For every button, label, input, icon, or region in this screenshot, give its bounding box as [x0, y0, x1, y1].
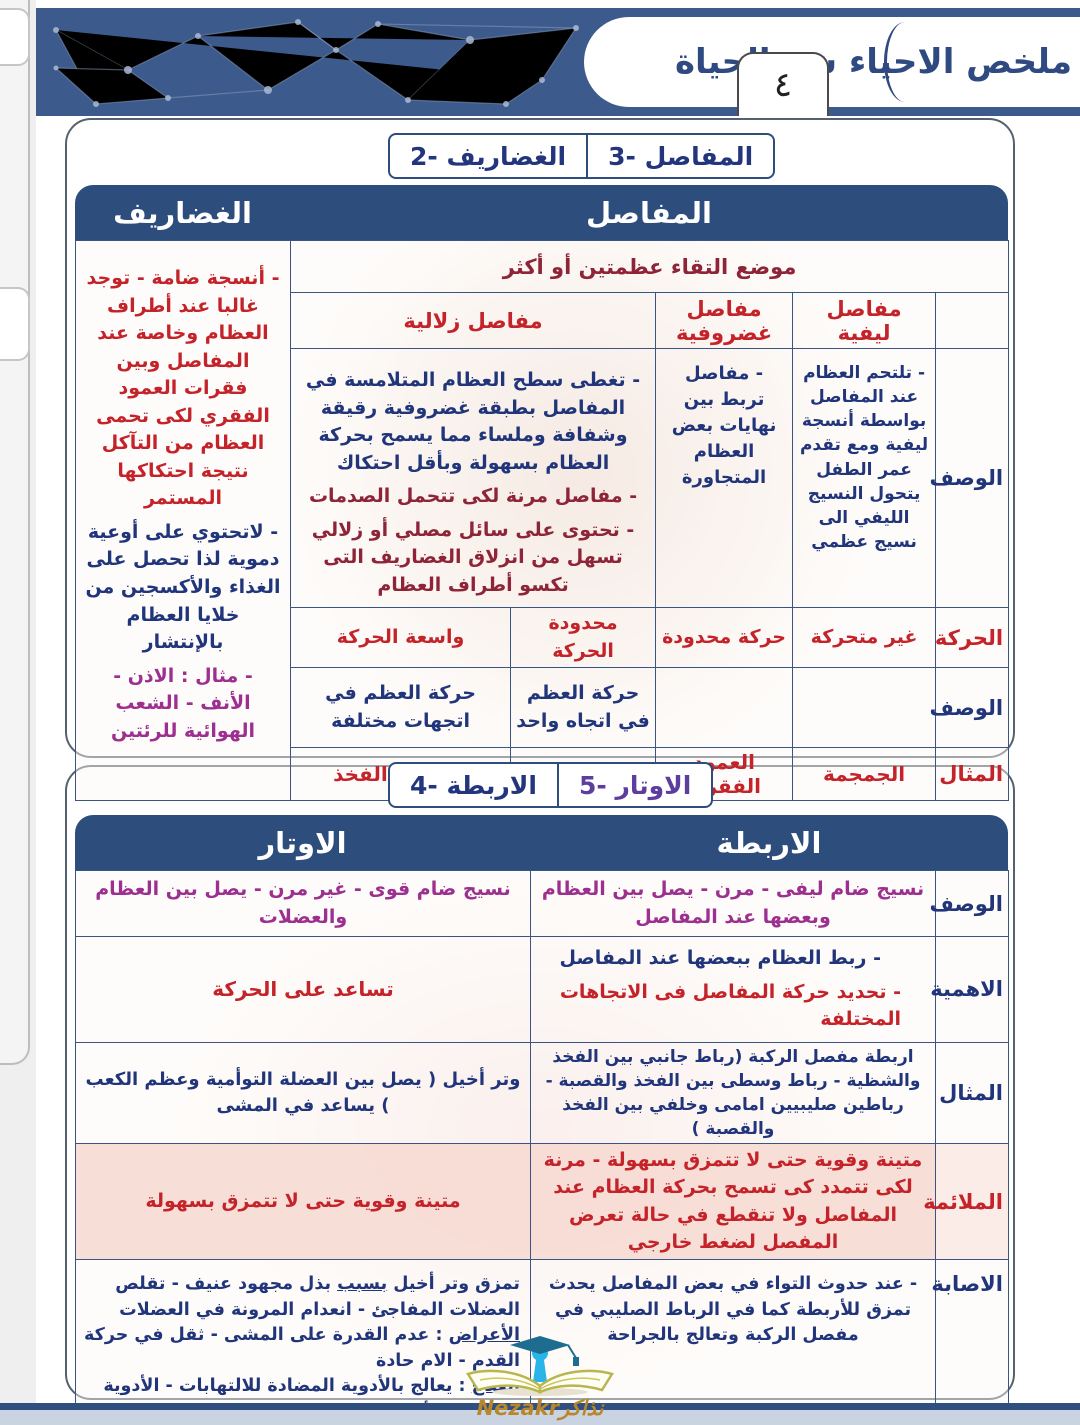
cell-injury-ligaments: - عند حدوث التواء في بعض المفاصل يحدث تم…: [530, 1259, 936, 1425]
row-label-suitability: الملائمة: [923, 1143, 1009, 1261]
row-label-description2: الوصف: [930, 667, 1010, 749]
synovial-desc-2: - مفاصل مرنة لكى تتحمل الصدمات: [308, 485, 638, 508]
injury-cause-keyword: بسبب: [337, 1274, 388, 1295]
table-row: مفاصل ليفية مفاصل غضروفية مفاصل زلالية: [76, 292, 1010, 349]
cell-desc-synovial: - تغطى سطح العظام المتلامسة في المفاصل ب…: [289, 347, 657, 609]
table-row: الاصابة - عند حدوث التواء في بعض المفاصل…: [75, 1259, 1009, 1425]
watermark-logo: Nezakrنذاكر: [440, 1334, 640, 1420]
cell-example-ligaments: اربطة مفصل الركبة (رباط جانبي بين الفخذ …: [530, 1041, 936, 1145]
cell-cartilage-description: - أنسجة ضامة - توجد غالبا عند أطراف العظ…: [75, 239, 291, 802]
cell-movement-synovial-wide: واسعة الحركة: [289, 607, 512, 669]
table-row: موضع التقاء عظمتين أو أكثر - أنسجة ضامة …: [75, 239, 1010, 802]
cell-movement-synovial-limited: محدودة الحركة: [510, 607, 657, 669]
row-label-example: المثال: [935, 747, 1010, 802]
cell-movement-fibrous: غير متحركة: [792, 607, 937, 669]
cartilage-text-3: - مثال : الاذن - الأنف - الشعب الهوائية …: [110, 664, 256, 742]
cell-example-tendons: وتر أخيل ( يصل بين العضلة التوأمية وعظم …: [75, 1041, 531, 1145]
row-label-importance: الاهمية: [930, 936, 1009, 1043]
title-pill: ملخص الاحياء سر الحياة: [584, 17, 1080, 107]
badge-item-joints: 3- المفاصل: [586, 135, 773, 177]
injury-symptoms-text: : عدم القدرة على المشى - ثقل في حركة الق…: [84, 1325, 520, 1371]
cartilage-text-1: - أنسجة ضامة - توجد غالبا عند أطراف العظ…: [86, 267, 280, 510]
row-label-movement: الحركة: [935, 607, 1010, 669]
badge-item-ligaments: 4- الاربطة: [410, 770, 537, 800]
joints-table: موضع التقاء عظمتين أو أكثر - أنسجة ضامة …: [75, 239, 1010, 802]
page-number-tab[interactable]: ٤: [737, 52, 829, 116]
cell-suitability-ligaments: متينة وقوية حتى لا تتمزق بسهولة - مرنة ل…: [530, 1143, 936, 1261]
reader-side-tab-lower[interactable]: [0, 287, 30, 361]
row-label-description: الوصف: [929, 870, 1009, 937]
footer-bar: [0, 1403, 1080, 1410]
row-label-description: الوصف: [930, 347, 1010, 609]
col-header-cartilaginous: مفاصل غضروفية: [655, 292, 794, 349]
cell-movedesc-many-directions: حركة العظم في اتجهات مختلفة: [289, 667, 512, 749]
cell-example-fibrous: الجمجمة: [792, 747, 937, 802]
reader-side-tab-top[interactable]: [0, 8, 30, 66]
badge-item-cartilage: 2- الغضاريف: [410, 141, 567, 171]
header-ligaments: الاربطة: [716, 825, 822, 860]
graduate-book-icon: [466, 1336, 614, 1396]
cell-importance-ligaments: - ربط العظام ببعضها عند المفاصل - تحديد …: [530, 936, 936, 1043]
reader-left-margin: [0, 0, 36, 1425]
watermark-latin: Nezakr: [476, 1396, 560, 1420]
cell-desc-ligaments: نسيج ضام ليفى - مرن - يصل بين العظام وبع…: [530, 870, 936, 937]
importance-ligaments-1: - ربط العظام ببعضها عند المفاصل: [559, 947, 881, 969]
synovial-desc-3: - تحتوى على سائل مصلي أو زلالي تسهل من ا…: [311, 518, 635, 596]
injury-cause-pre: تمزق وتر أخيل: [387, 1274, 520, 1295]
watermark-arabic: نذاكر: [559, 1396, 604, 1420]
importance-ligaments-2: - تحديد حركة المفاصل فى الاتجاهات المختل…: [559, 980, 901, 1031]
cartilage-text-2: - لاتحتوي على أوعية دموية لذا تحصل على ا…: [85, 520, 281, 654]
cell-movement-cartilaginous: حركة محدودة: [655, 607, 794, 669]
ligaments-section-badge: 4- الاربطة 5- الاوتار: [388, 762, 714, 808]
cell-suitability-tendons: متينة وقوية حتى لا تتمزق بسهولة: [75, 1143, 531, 1261]
col-header-synovial: مفاصل زلالية: [289, 292, 657, 349]
table-row: المثال اربطة مفصل الركبة (رباط جانبي بين…: [75, 1041, 1009, 1145]
header-tendons: الاوتار: [258, 825, 347, 860]
row-label-example: المثال: [935, 1041, 1009, 1145]
ligaments-table-header: الاربطة الاوتار: [75, 815, 1008, 870]
badge-item-tendons: 5- الاوتار: [556, 764, 711, 806]
cell-desc-fibrous: - تلتحم العظام عند المفاصل بواسطة أنسجة …: [792, 347, 937, 609]
joints-section-badge: 2- الغضاريف 3- المفاصل: [388, 133, 776, 179]
cell-empty: [792, 667, 937, 749]
row-label-injury: الاصابة: [931, 1259, 1009, 1425]
watermark-text: Nezakrنذاكر: [440, 1396, 640, 1420]
cell-desc-tendons: نسيج ضام قوى - غير مرن - يصل بين العظام …: [75, 870, 531, 937]
synovial-desc-1: - تغطى سطح العظام المتلامسة في المفاصل ب…: [305, 369, 641, 474]
col-header-fibrous: مفاصل ليفية: [792, 292, 937, 349]
cell-empty: [655, 667, 794, 749]
header-joints: المفاصل: [586, 195, 712, 230]
header-cartilage: الغضاريف: [113, 195, 252, 230]
page-title: ملخص الاحياء سر الحياة: [674, 42, 1073, 82]
table-row: الحركة غير متحركة حركة محدودة محدودة الح…: [76, 607, 1010, 669]
cell-empty-corner: [935, 292, 1010, 349]
table-row: الوصف نسيج ضام ليفى - مرن - يصل بين العظ…: [75, 870, 1009, 937]
injury-cause-post: بذل مجهود عنيف - تقلص العضلات المفاجئ - …: [115, 1274, 520, 1320]
network-pattern-decoration: [53, 19, 579, 107]
title-banner: ملخص الاحياء سر الحياة: [36, 8, 1080, 116]
stacked-page-edge: [0, 0, 30, 1065]
table-row: الاهمية - ربط العظام ببعضها عند المفاصل …: [75, 936, 1009, 1043]
ligaments-table: الوصف نسيج ضام ليفى - مرن - يصل بين العظ…: [75, 870, 1009, 1425]
pill-arc-decoration: [884, 22, 926, 102]
cell-desc-cartilaginous: - مفاصل تربط بين نهايات بعض العظام المتج…: [655, 347, 794, 609]
cell-injury-tendons: تمزق وتر أخيل بسبب بذل مجهود عنيف - تقلص…: [75, 1259, 531, 1425]
footer-strip: [0, 1410, 1080, 1425]
injury-symptoms-keyword: الأعراض: [448, 1325, 520, 1346]
table-row: الوصف - تلتحم العظام عند المفاصل بواسطة …: [76, 347, 1010, 609]
table-row: الوصف حركة العظم في اتجاه واحد حركة العظ…: [76, 667, 1010, 749]
cell-importance-tendons: تساعد على الحركة: [75, 936, 531, 1043]
table-row: الملائمة متينة وقوية حتى لا تتمزق بسهولة…: [75, 1143, 1009, 1261]
cell-movedesc-one-direction: حركة العظم في اتجاه واحد: [510, 667, 657, 749]
cell-meeting-place: موضع التقاء عظمتين أو أكثر: [289, 240, 1010, 293]
joints-table-header: المفاصل الغضاريف: [75, 185, 1008, 240]
